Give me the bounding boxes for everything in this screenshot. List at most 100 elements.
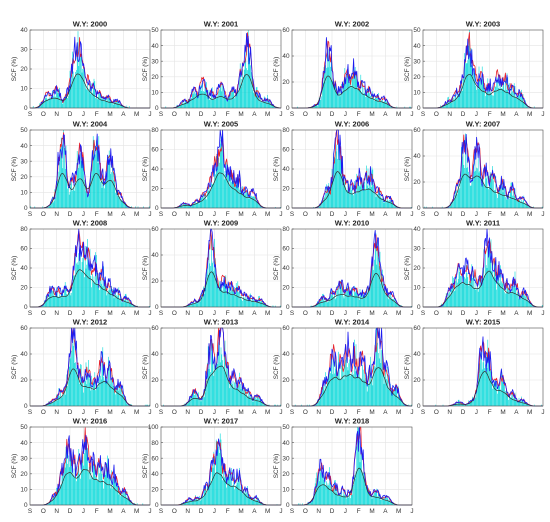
scf-bar xyxy=(106,101,108,108)
scf-bar xyxy=(87,372,88,406)
scf-bar xyxy=(394,205,396,208)
scf-bar xyxy=(491,175,493,208)
scf-bar xyxy=(66,374,68,406)
y-tick-label: 40 xyxy=(20,265,28,272)
axes-frame xyxy=(160,327,282,407)
x-tick-label: M xyxy=(134,409,139,416)
scf-bar xyxy=(370,92,372,108)
scf-bar xyxy=(234,489,235,505)
scf-bar xyxy=(51,97,52,108)
scf-bar xyxy=(100,462,101,505)
scf-bar xyxy=(333,359,334,406)
scf-bar xyxy=(122,301,124,307)
scf-bar xyxy=(268,101,270,108)
scf-bar xyxy=(207,362,208,406)
scf-bar xyxy=(388,105,390,108)
scf-bar xyxy=(48,502,50,505)
scf-bar xyxy=(207,90,208,108)
scf-bar xyxy=(410,207,412,208)
scf-bar xyxy=(328,485,330,505)
scf-bar xyxy=(358,177,359,208)
chart-title: W.Y: 2007 xyxy=(466,120,500,129)
scf-bar xyxy=(336,144,338,208)
scf-bar xyxy=(248,396,250,406)
scf-bar xyxy=(505,193,507,208)
scf-bar xyxy=(120,496,121,505)
scf-bar xyxy=(350,87,352,108)
y-tick-label: 60 xyxy=(282,246,290,253)
scf-bar xyxy=(374,243,376,307)
scf-bar xyxy=(367,376,369,406)
scf-bar xyxy=(252,500,254,505)
scf-bar xyxy=(55,399,56,406)
scf-bar xyxy=(374,194,376,208)
scf-bar xyxy=(387,104,389,108)
chart-title: W.Y: 2013 xyxy=(204,318,238,327)
scf-bar xyxy=(223,368,224,406)
x-tick-label: N xyxy=(54,211,59,218)
scf-bar xyxy=(322,294,323,307)
scf-bar xyxy=(202,297,203,307)
scf-bar xyxy=(90,390,92,406)
scf-bar xyxy=(386,291,387,307)
scf-bar xyxy=(395,302,397,307)
scf-bar xyxy=(368,384,370,406)
scf-bar xyxy=(148,306,150,307)
x-tick-label: A xyxy=(252,310,257,317)
x-tick-label: M xyxy=(500,310,505,317)
scf-bar xyxy=(123,106,124,108)
scf-bar xyxy=(332,293,334,307)
scf-bar xyxy=(358,440,360,505)
scf-bar xyxy=(51,401,52,406)
scf-bar xyxy=(479,170,481,208)
scf-bar xyxy=(85,362,87,406)
x-tick-label: M xyxy=(396,409,401,416)
scf-bar xyxy=(269,102,271,108)
scf-bar xyxy=(62,103,64,108)
x-tick-label: J xyxy=(541,211,544,218)
scf-bar xyxy=(380,283,382,307)
scf-bar xyxy=(233,471,235,505)
scf-bar xyxy=(234,184,235,208)
scf-bar xyxy=(449,204,451,208)
scf-bar xyxy=(330,188,332,208)
scf-bar xyxy=(525,105,527,108)
scf-bar xyxy=(478,288,480,307)
scf-bar xyxy=(384,101,386,108)
y-tick-label: 0 xyxy=(155,205,159,212)
scf-bar xyxy=(194,499,195,505)
scf-bar xyxy=(318,102,319,108)
scf-bar xyxy=(190,498,191,505)
scf-bar xyxy=(275,404,276,406)
x-tick-label: M xyxy=(369,310,374,317)
y-tick-label: 40 xyxy=(413,43,421,50)
scf-bar xyxy=(101,187,103,208)
scf-bar xyxy=(215,278,217,307)
x-tick-label: J xyxy=(410,508,413,515)
scf-bar xyxy=(204,486,206,505)
scf-bar xyxy=(56,175,58,208)
y-tick-label: 30 xyxy=(20,455,28,462)
y-tick-label: 0 xyxy=(417,205,421,212)
scf-bar xyxy=(252,197,254,208)
scf-bar xyxy=(521,294,522,307)
scf-bar xyxy=(342,364,343,406)
scf-bar xyxy=(111,470,112,505)
scf-bar xyxy=(115,101,116,108)
x-tick-label: S xyxy=(421,310,425,317)
scf-bar xyxy=(108,155,109,208)
scf-bar xyxy=(251,497,253,505)
scf-bar xyxy=(508,288,509,307)
scf-bar xyxy=(240,480,242,505)
scf-bar xyxy=(392,202,394,208)
scf-bar xyxy=(252,401,254,406)
scf-bar xyxy=(338,139,339,208)
scf-bar xyxy=(63,468,64,505)
x-tick-label: J xyxy=(213,310,216,317)
scf-bar xyxy=(219,162,220,208)
scf-bar xyxy=(108,99,110,108)
y-tick-label: 80 xyxy=(151,440,159,447)
x-tick-label: D xyxy=(199,310,204,317)
x-tick-label: F xyxy=(357,409,361,416)
scf-bar xyxy=(509,288,510,307)
